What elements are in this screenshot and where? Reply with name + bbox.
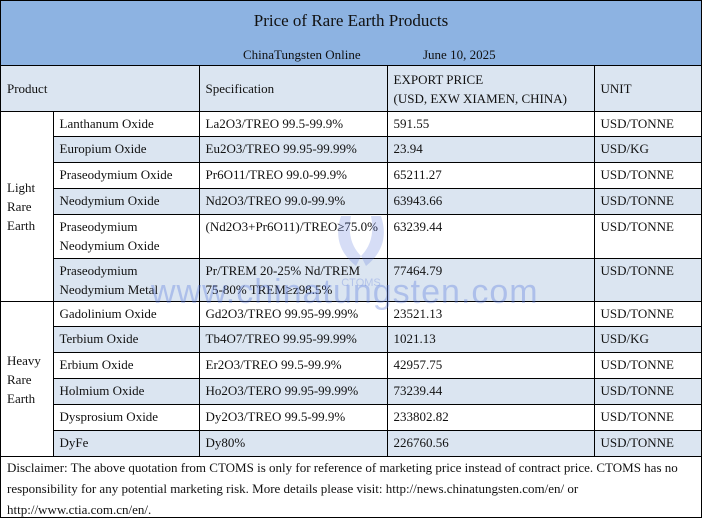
cell-spec: Pr6O11/TREO 99.0-99.9%: [198, 162, 388, 189]
group-label: Heavy Rare Earth: [1, 301, 54, 457]
table-row: DyFe Dy80% 226760.56 USD/TONNE: [1, 430, 702, 457]
table-row: Europium Oxide Eu2O3/TREO 99.95-99.99% 23.…: [1, 136, 702, 163]
header-price-line2: (USD, EXW XIAMEN, CHINA): [393, 90, 567, 106]
cell-price: 63239.44: [386, 214, 595, 259]
cell-unit: USD/KG: [593, 136, 702, 163]
cell-unit: USD/TONNE: [593, 378, 702, 405]
cell-price: 23521.13: [386, 301, 595, 327]
header-unit: UNIT: [593, 65, 702, 112]
header-export-price: EXPORT PRICE (USD, EXW XIAMEN, CHINA): [386, 65, 595, 112]
cell-spec: Ho2O3/TERO 99.95-99.99%: [198, 378, 388, 405]
title-banner: Price of Rare Earth Products ChinaTungst…: [1, 1, 701, 66]
group-label-word: Earth: [7, 390, 36, 406]
cell-spec: Dy2O3/TREO 99.5-99.9%: [198, 404, 388, 431]
cell-product: Holmium Oxide: [53, 378, 200, 405]
cell-product: Neodymium Oxide: [53, 188, 200, 215]
group-label-word: Rare: [7, 199, 32, 214]
cell-price: 233802.82: [386, 404, 595, 431]
cell-spec: Nd2O3/TREO 99.0-99.9%: [198, 188, 388, 215]
cell-price: 65211.27: [386, 162, 595, 189]
cell-price: 42957.75: [386, 352, 595, 379]
cell-product: Europium Oxide: [53, 136, 200, 163]
cell-product: Lanthanum Oxide: [52, 111, 200, 137]
cell-unit: USD/KG: [593, 326, 702, 353]
table-row: Neodymium Oxide Nd2O3/TREO 99.0-99.9% 6394…: [1, 188, 702, 215]
cell-product: Dysprosium Oxide: [53, 404, 200, 431]
cell-unit: USD/TONNE: [593, 111, 702, 137]
cell-price: 23.94: [386, 136, 595, 163]
cell-product: DyFe: [53, 430, 200, 457]
cell-price: 77464.79: [386, 258, 595, 302]
cell-price: 63943.66: [386, 188, 595, 215]
cell-price: 73239.44: [386, 378, 595, 405]
table-row: Dysprosium Oxide Dy2O3/TREO 99.5-99.9% 233…: [1, 404, 702, 431]
cell-spec: Dy80%: [198, 430, 388, 457]
cell-product: Praseodymium Oxide: [53, 162, 200, 189]
cell-price: 226760.56: [386, 430, 595, 457]
cell-spec: Pr/TREM 20-25% Nd/TREM 75-80% TREM≥z98.5…: [198, 258, 388, 302]
cell-unit: USD/TONNE: [593, 404, 702, 431]
group-label-word: Heavy: [7, 352, 41, 368]
source-label: ChinaTungsten Online: [243, 47, 361, 62]
group-label-word: Rare: [7, 371, 32, 387]
cell-unit: USD/TONNE: [593, 352, 702, 379]
group-label-word: Light: [7, 180, 36, 195]
cell-price: 591.55: [386, 111, 595, 137]
page-title: Price of Rare Earth Products: [253, 11, 449, 30]
cell-unit: USD/TONNE: [593, 214, 702, 259]
cell-unit: USD/TONNE: [593, 162, 702, 189]
cell-unit: USD/TONNE: [593, 430, 702, 457]
cell-product: Erbium Oxide: [53, 352, 200, 379]
header-specification: Specification: [198, 65, 388, 112]
cell-unit: USD/TONNE: [593, 258, 702, 302]
cell-product: Gadolinium Oxide: [52, 301, 200, 327]
table-row: Heavy Rare Earth Gadolinium Oxide Gd2O3/TREO…: [1, 301, 702, 457]
table-row: Praseodymium Neodymium Metal Pr/TREM 20-2…: [1, 258, 702, 302]
date-label: June 10, 2025: [423, 47, 496, 62]
group-label: Light Rare Earth: [1, 111, 54, 302]
cell-price: 1021.13: [386, 326, 595, 353]
table-row: Holmium Oxide Ho2O3/TERO 99.95-99.99% 7323…: [1, 378, 702, 405]
table-row: Terbium Oxide Tb4O7/TREO 99.95-99.99% 1021…: [1, 326, 702, 353]
cell-spec: Tb4O7/TREO 99.95-99.99%: [198, 326, 388, 353]
cell-product: Praseodymium Neodymium Metal: [53, 258, 200, 302]
table-row: Erbium Oxide Er2O3/TREO 99.5-99.9% 42957.7…: [1, 352, 702, 379]
price-table: Product Specification EXPORT PRICE (USD, …: [1, 65, 702, 457]
header-price-line1: EXPORT PRICE: [393, 71, 484, 87]
cell-spec: Eu2O3/TREO 99.95-99.99%: [198, 136, 388, 163]
disclaimer: Disclaimer: The above quotation from CTO…: [7, 460, 678, 517]
table-row: Praseodymium Neodymium Oxide (Nd2O3+Pr6O1…: [1, 214, 702, 259]
table-row: Light Rare Earth Lanthanum Oxide La2O3/TREO …: [1, 111, 702, 302]
cell-unit: USD/TONNE: [593, 301, 702, 327]
table-row: Praseodymium Oxide Pr6O11/TREO 99.0-99.9%…: [1, 162, 702, 189]
cell-spec: La2O3/TREO 99.5-99.9%: [198, 111, 388, 137]
cell-unit: USD/TONNE: [593, 188, 702, 215]
header-product: Product: [1, 65, 200, 112]
group-label-word: Earth: [7, 218, 36, 233]
cell-spec: Gd2O3/TREO 99.95-99.99%: [198, 301, 388, 327]
cell-spec: (Nd2O3+Pr6O11)/TREO≥75.0%: [198, 214, 388, 259]
cell-product: Terbium Oxide: [53, 326, 200, 353]
table-header-row: Product Specification EXPORT PRICE (USD, …: [1, 65, 702, 112]
cell-spec: Er2O3/TREO 99.5-99.9%: [198, 352, 388, 379]
cell-product: Praseodymium Neodymium Oxide: [53, 214, 200, 259]
